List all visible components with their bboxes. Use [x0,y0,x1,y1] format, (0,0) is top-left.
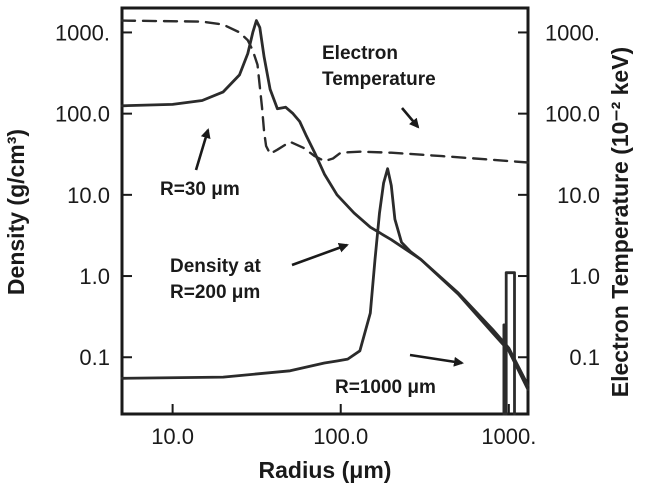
y-right-tick-label: 10.0 [557,183,600,208]
x-axis-title: Radius (μm) [259,457,392,483]
annotation-r30: R=30 μm [160,179,240,200]
annotation-density-at-line2: R=200 μm [170,282,260,303]
annotation-electron-temperature-line1: Electron [322,43,398,64]
y-right-tick-label: 0.1 [569,345,600,370]
arrow-density-at [291,243,349,267]
x-tick-label: 10.0 [151,424,194,449]
annotation-r1000: R=1000 μm [335,377,436,398]
arrow-r30 [194,128,211,171]
y-axis-left-title: Density (g/cm³) [3,129,29,295]
plot-frame [120,6,530,416]
y-left-tick-label: 100.0 [55,102,110,127]
x-tick-label: 100.0 [313,424,368,449]
axis-ticks: 10.0 100.0 1000. 0.1 1.0 10.0 100.0 1000. 0.1 1.0… [55,20,600,449]
y-right-tick-label: 1000. [545,20,600,45]
y-left-tick-label: 1.0 [79,264,110,289]
y-left-tick-label: 1000. [55,20,110,45]
density-r200-line [120,167,530,387]
y-left-tick-label: 0.1 [79,345,110,370]
electron-temperature-line [120,19,530,164]
arrow-electron-temperature [401,107,420,129]
x-tick-label: 1000. [481,424,536,449]
y-axis-right-title: Electron Temperature (10⁻² keV) [607,47,633,397]
annotation-electron-temperature-line2: Temperature [322,69,436,90]
y-left-tick-label: 10.0 [67,183,110,208]
annotation-density-at-line1: Density at [170,256,261,277]
y-right-tick-label: 1.0 [569,264,600,289]
arrow-r1000 [409,353,464,367]
series-group [120,19,530,416]
y-right-tick-label: 100.0 [545,102,600,127]
density-r1000-line [502,271,516,416]
